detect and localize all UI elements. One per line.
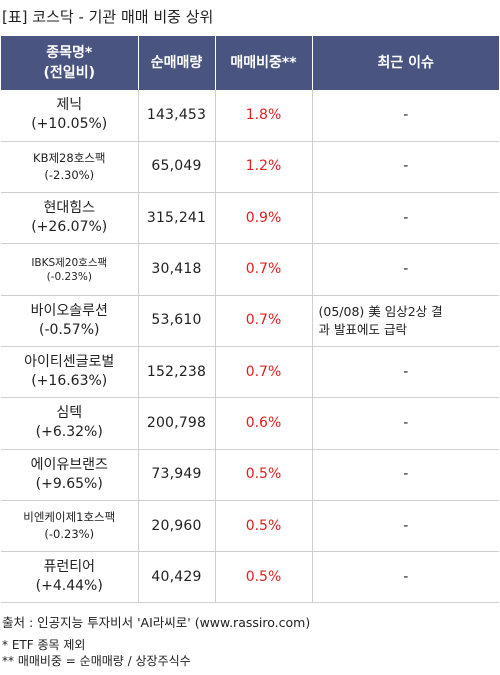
trade-ratio: 1.2% — [215, 141, 313, 194]
net-volume: 200,798 — [138, 397, 216, 450]
table-title: [표] 코스닥 - 기관 매매 비중 상위 — [2, 8, 214, 26]
stock-name: 심텍 — [56, 405, 83, 422]
table-row: 퓨런티어 (+4.44%) 40,429 0.5% - — [1, 551, 499, 604]
stock-cell: IBKS제20호스팩 (-0.23%) — [1, 243, 139, 296]
footnote-ratio: ** 매매비중 = 순매매량 / 상장주식수 — [2, 654, 191, 668]
trade-ratio: 0.9% — [215, 192, 313, 245]
stock-name: 현대힘스 — [43, 200, 96, 217]
stock-name: 제닉 — [56, 97, 83, 114]
footnote-etf: * ETF 종목 제외 — [2, 638, 86, 652]
header-name: 종목명* (전일비) — [1, 36, 139, 90]
trade-ratio: 0.5% — [215, 551, 313, 604]
stock-name: 아이티센글로벌 — [24, 354, 115, 371]
table-row: 바이오솔루션 (-0.57%) 53,610 0.7% (05/08) 美 임상… — [1, 295, 499, 347]
recent-issue-line1: (05/08) 美 임상2상 결 — [318, 303, 443, 319]
trade-ratio: 0.7% — [215, 346, 313, 399]
stock-change: (+9.65%) — [35, 475, 103, 492]
recent-issue: (05/08) 美 임상2상 결 과 발표에도 급락 — [312, 295, 499, 347]
stock-cell: KB제28호스팩 (-2.30%) — [1, 141, 139, 194]
stock-cell: 바이오솔루션 (-0.57%) — [1, 295, 139, 347]
stock-cell: 비엔케이제1호스팩 (-0.23%) — [1, 500, 139, 553]
recent-issue: - — [312, 346, 499, 399]
trade-ratio: 0.5% — [215, 500, 313, 553]
stock-change: (+6.32%) — [35, 424, 103, 441]
source-note: 출처 : 인공지능 투자비서 'AI라씨로' (www.rassiro.com) — [2, 615, 311, 630]
stock-change: (+4.44%) — [35, 578, 103, 595]
recent-issue: - — [312, 141, 499, 194]
recent-issue: - — [312, 397, 499, 450]
table-row: 현대힘스 (+26.07%) 315,241 0.9% - — [1, 192, 499, 245]
table-row: KB제28호스팩 (-2.30%) 65,049 1.2% - — [1, 141, 499, 194]
recent-issue: - — [312, 192, 499, 245]
trade-ratio: 1.8% — [215, 90, 313, 142]
stock-change: (-0.23%) — [46, 270, 92, 283]
recent-issue: - — [312, 500, 499, 553]
stock-cell: 심텍 (+6.32%) — [1, 397, 139, 450]
trade-ratio: 0.6% — [215, 397, 313, 450]
net-volume: 73,949 — [138, 449, 216, 501]
net-volume: 40,429 — [138, 551, 216, 604]
table-row: IBKS제20호스팩 (-0.23%) 30,418 0.7% - — [1, 243, 499, 296]
net-volume: 20,960 — [138, 500, 216, 553]
stock-name: 비엔케이제1호스팩 — [23, 510, 116, 525]
net-volume: 143,453 — [138, 90, 216, 142]
net-volume: 152,238 — [138, 346, 216, 399]
header-volume: 순매매량 — [138, 36, 216, 90]
net-volume: 65,049 — [138, 141, 216, 194]
stock-name: IBKS제20호스팩 — [31, 256, 108, 269]
header-issue: 최근 이슈 — [312, 36, 499, 90]
stock-name: 바이오솔루션 — [30, 302, 108, 319]
recent-issue-line2: 과 발표에도 급락 — [318, 321, 407, 337]
table-row: 에이유브랜즈 (+9.65%) 73,949 0.5% - — [1, 449, 499, 501]
recent-issue: - — [312, 551, 499, 604]
table-row: 심텍 (+6.32%) 200,798 0.6% - — [1, 397, 499, 450]
net-volume: 315,241 — [138, 192, 216, 245]
stock-change: (+26.07%) — [31, 219, 108, 236]
table-row: 제닉 (+10.05%) 143,453 1.8% - — [1, 90, 499, 142]
stock-cell: 현대힘스 (+26.07%) — [1, 192, 139, 245]
header-ratio: 매매비중** — [215, 36, 313, 90]
stock-cell: 퓨런티어 (+4.44%) — [1, 551, 139, 604]
header-name-line1: 종목명* — [46, 45, 93, 61]
stock-name: KB제28호스팩 — [33, 150, 106, 165]
trade-ratio: 0.7% — [215, 243, 313, 296]
header-name-line2: (전일비) — [43, 65, 95, 81]
net-volume: 53,610 — [138, 295, 216, 347]
recent-issue: - — [312, 90, 499, 142]
table-row: 비엔케이제1호스팩 (-0.23%) 20,960 0.5% - — [1, 500, 499, 553]
trade-ratio: 0.5% — [215, 449, 313, 501]
stock-cell: 에이유브랜즈 (+9.65%) — [1, 449, 139, 501]
net-volume: 30,418 — [138, 243, 216, 296]
trade-ratio: 0.7% — [215, 295, 313, 347]
header-row: 종목명* (전일비) 순매매량 매매비중** 최근 이슈 — [1, 36, 499, 90]
stock-change: (+10.05%) — [31, 116, 108, 133]
recent-issue: - — [312, 243, 499, 296]
stock-cell: 아이티센글로벌 (+16.63%) — [1, 346, 139, 399]
stock-cell: 제닉 (+10.05%) — [1, 90, 139, 142]
stock-change: (-0.23%) — [44, 527, 95, 542]
stock-name: 에이유브랜즈 — [30, 456, 108, 473]
stock-change: (+16.63%) — [31, 373, 108, 390]
recent-issue: - — [312, 449, 499, 501]
stock-change: (-2.30%) — [44, 167, 95, 182]
table-row: 아이티센글로벌 (+16.63%) 152,238 0.7% - — [1, 346, 499, 399]
stock-change: (-0.57%) — [39, 321, 100, 338]
institution-trading-table: 종목명* (전일비) 순매매량 매매비중** 최근 이슈 제닉 (+10.05%… — [1, 36, 499, 604]
stock-name: 퓨런티어 — [43, 559, 96, 576]
